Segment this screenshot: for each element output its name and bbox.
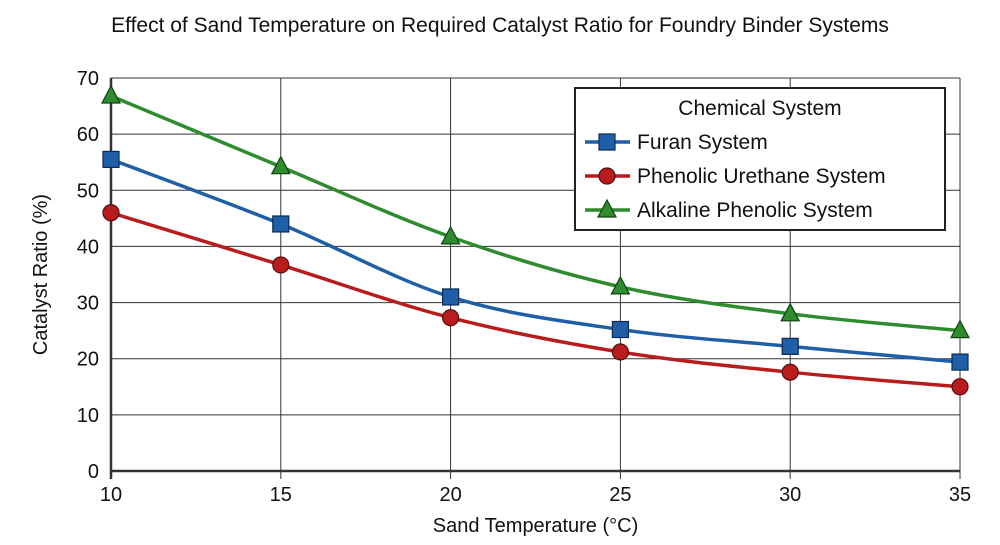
x-tick-label: 15 xyxy=(270,484,292,506)
data-point xyxy=(442,288,460,306)
y-tick-label: 60 xyxy=(77,124,99,146)
x-tick-label: 30 xyxy=(779,484,801,506)
data-point xyxy=(611,320,630,339)
y-tick-label: 0 xyxy=(88,461,99,483)
data-point xyxy=(102,150,120,169)
y-tick-label: 40 xyxy=(77,236,99,258)
data-point xyxy=(951,378,969,396)
y-tick-label: 20 xyxy=(77,349,99,371)
data-point xyxy=(781,337,799,355)
legend: Chemical System Furan System Phenolic Uret… xyxy=(574,87,946,231)
data-point xyxy=(611,343,630,361)
legend-box xyxy=(574,87,946,231)
data-point xyxy=(442,309,460,327)
x-tick-label: 20 xyxy=(439,484,461,506)
data-point xyxy=(440,225,461,245)
legend-marker xyxy=(597,198,617,218)
data-point xyxy=(272,256,290,274)
data-point xyxy=(272,215,290,233)
data-point xyxy=(610,275,631,295)
series-line xyxy=(110,94,961,333)
data-point xyxy=(951,353,969,371)
y-tick-label: 10 xyxy=(77,405,99,427)
series-line xyxy=(110,211,961,389)
data-point xyxy=(270,155,291,175)
y-tick-label: 50 xyxy=(77,180,99,202)
data-point xyxy=(102,204,120,222)
y-tick-label: 70 xyxy=(77,68,99,90)
data-point xyxy=(101,84,121,104)
x-axis-label: Sand Temperature (°C) xyxy=(433,515,639,537)
y-tick-label: 30 xyxy=(77,293,99,315)
data-point xyxy=(780,302,801,322)
legend-label: Furan System xyxy=(637,131,768,154)
data-point xyxy=(781,363,799,381)
series-line xyxy=(110,157,961,364)
data-point xyxy=(950,319,970,339)
x-tick-label: 25 xyxy=(609,484,631,506)
legend-label: Alkaline Phenolic System xyxy=(637,199,873,222)
legend-title: Chemical System xyxy=(678,97,841,120)
y-axis-label: Catalyst Ratio (%) xyxy=(30,194,52,355)
chart-title: Effect of Sand Temperature on Required C… xyxy=(111,14,889,37)
legend-marker xyxy=(598,133,616,151)
x-tick-label: 35 xyxy=(949,484,971,506)
legend-marker xyxy=(598,167,616,185)
x-tick-label: 10 xyxy=(100,484,122,506)
legend-label: Phenolic Urethane System xyxy=(637,165,886,188)
